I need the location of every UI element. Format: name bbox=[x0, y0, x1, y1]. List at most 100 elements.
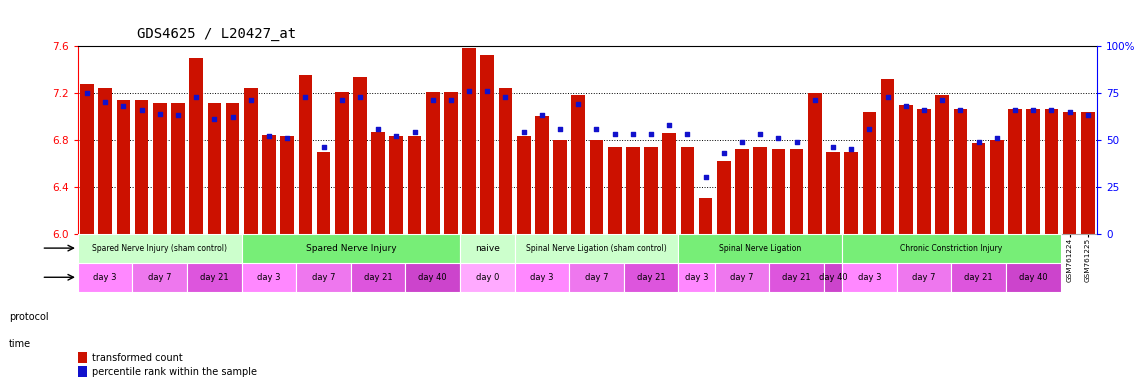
Bar bbox=[281, 136, 294, 233]
Point bbox=[278, 135, 297, 141]
Text: naive: naive bbox=[475, 243, 499, 253]
Bar bbox=[514, 233, 678, 263]
Text: day 7: day 7 bbox=[311, 273, 335, 282]
Bar bbox=[714, 263, 769, 292]
Point bbox=[387, 133, 405, 139]
Point bbox=[733, 139, 751, 145]
Bar bbox=[753, 147, 767, 233]
Bar bbox=[827, 152, 840, 233]
Point bbox=[842, 146, 860, 152]
Bar bbox=[299, 75, 313, 233]
Point bbox=[350, 94, 369, 100]
Point bbox=[424, 98, 442, 104]
Point bbox=[824, 144, 843, 151]
Point bbox=[315, 144, 333, 151]
Point bbox=[897, 103, 915, 109]
Point bbox=[514, 129, 532, 136]
Point bbox=[1060, 109, 1079, 115]
Text: Spinal Nerve Ligation (sham control): Spinal Nerve Ligation (sham control) bbox=[526, 243, 666, 253]
Bar bbox=[460, 233, 514, 263]
Text: day 7: day 7 bbox=[148, 273, 172, 282]
Point bbox=[860, 126, 878, 132]
Point bbox=[661, 122, 679, 128]
Bar bbox=[499, 88, 512, 233]
Text: percentile rank within the sample: percentile rank within the sample bbox=[92, 367, 256, 377]
Point bbox=[151, 111, 169, 117]
Bar bbox=[135, 100, 149, 233]
Bar bbox=[242, 263, 297, 292]
Point bbox=[624, 131, 642, 137]
Bar bbox=[444, 92, 458, 233]
Point bbox=[569, 101, 587, 107]
Point bbox=[551, 126, 569, 132]
Bar bbox=[242, 233, 460, 263]
Bar bbox=[460, 263, 514, 292]
Bar bbox=[98, 88, 112, 233]
Bar bbox=[553, 140, 567, 233]
Point bbox=[133, 107, 151, 113]
Text: day 3: day 3 bbox=[530, 273, 554, 282]
Point bbox=[642, 131, 661, 137]
Bar bbox=[769, 263, 824, 292]
Text: day 0: day 0 bbox=[475, 273, 499, 282]
Text: day 21: day 21 bbox=[782, 273, 811, 282]
Point bbox=[405, 129, 424, 136]
Bar bbox=[824, 263, 842, 292]
Bar bbox=[1063, 112, 1076, 233]
Bar bbox=[78, 263, 133, 292]
Point bbox=[951, 107, 970, 113]
Bar bbox=[117, 100, 131, 233]
Bar bbox=[569, 263, 624, 292]
Bar bbox=[897, 263, 951, 292]
Bar bbox=[608, 147, 622, 233]
Point bbox=[678, 131, 696, 137]
Bar bbox=[262, 135, 276, 233]
Text: day 21: day 21 bbox=[637, 273, 665, 282]
Text: day 3: day 3 bbox=[685, 273, 709, 282]
Bar bbox=[990, 140, 1004, 233]
Point bbox=[988, 135, 1006, 141]
Bar bbox=[171, 103, 184, 233]
Point bbox=[806, 98, 824, 104]
Text: GDS4625 / L20427_at: GDS4625 / L20427_at bbox=[137, 27, 297, 41]
Text: Chronic Constriction Injury: Chronic Constriction Injury bbox=[900, 243, 1003, 253]
Point bbox=[696, 174, 714, 180]
Point bbox=[78, 90, 96, 96]
Text: day 21: day 21 bbox=[200, 273, 229, 282]
Bar bbox=[954, 109, 968, 233]
Point bbox=[606, 131, 624, 137]
Point bbox=[933, 98, 951, 104]
Point bbox=[96, 99, 114, 105]
Bar bbox=[189, 58, 203, 233]
Text: time: time bbox=[9, 339, 31, 349]
Text: day 21: day 21 bbox=[964, 273, 993, 282]
Point bbox=[1042, 107, 1060, 113]
Point bbox=[242, 98, 260, 104]
Text: day 7: day 7 bbox=[585, 273, 608, 282]
Text: Spared Nerve Injury (sham control): Spared Nerve Injury (sham control) bbox=[93, 243, 227, 253]
Bar bbox=[514, 263, 569, 292]
Bar bbox=[481, 55, 495, 233]
Bar bbox=[226, 103, 239, 233]
Bar bbox=[408, 136, 421, 233]
Bar bbox=[426, 92, 440, 233]
Bar bbox=[463, 48, 476, 233]
Text: protocol: protocol bbox=[9, 312, 49, 322]
Bar bbox=[571, 95, 585, 233]
Bar bbox=[951, 263, 1006, 292]
Bar bbox=[153, 103, 166, 233]
Text: day 40: day 40 bbox=[1019, 273, 1048, 282]
Bar bbox=[78, 233, 242, 263]
Text: day 7: day 7 bbox=[913, 273, 935, 282]
Bar bbox=[844, 152, 858, 233]
Bar bbox=[389, 136, 403, 233]
Bar bbox=[80, 84, 94, 233]
Point bbox=[260, 133, 278, 139]
Point bbox=[114, 103, 133, 109]
Point bbox=[223, 114, 242, 120]
Text: day 3: day 3 bbox=[258, 273, 281, 282]
Bar bbox=[334, 92, 348, 233]
Bar bbox=[297, 263, 350, 292]
Point bbox=[1024, 107, 1042, 113]
Bar bbox=[735, 149, 749, 233]
